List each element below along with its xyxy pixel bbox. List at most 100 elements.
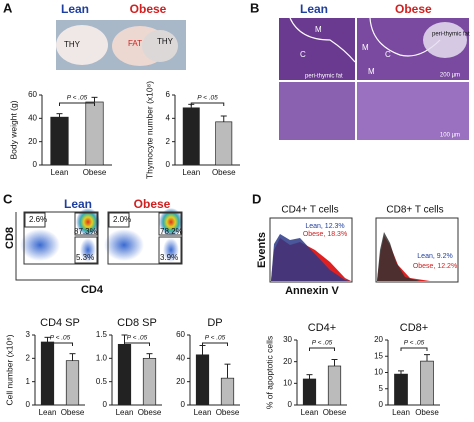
sig-label: P < .05 [50,335,71,342]
panel-label: A [3,0,13,15]
y-tick-label: 10 [374,368,383,377]
x-tick-label: Obese [83,168,107,177]
y-tick-label: 60 [176,330,185,339]
bar [85,101,104,166]
obese-label: Obese [134,197,171,211]
bar [327,365,342,406]
x-tick-label: Obese [212,168,236,177]
bar [65,360,80,406]
chart-title: CD8 SP [117,317,157,329]
bar [195,354,210,406]
x-tick-label: Obese [216,408,240,417]
x-tick-label: Obese [323,408,347,417]
photo-label: FAT [128,39,142,48]
thymus [56,25,108,65]
legend: Obese, 12.2% [413,263,457,270]
histology-label: M [368,67,375,76]
fat [423,22,467,58]
scale-label: 100 µm [440,133,460,139]
sig-bracket [202,342,228,346]
y-tick-label: 20 [28,137,37,146]
axis-label: Annexin V [285,285,339,297]
axis-label: CD8 [4,227,16,249]
axis-arrow [15,212,90,281]
bar [117,343,132,406]
y-tick-label: 40 [176,353,185,362]
bar [50,116,69,166]
histology [357,82,469,140]
y-tick-label: 6 [166,90,171,99]
gate-label: 2.0% [113,215,131,224]
lean-label: Lean [300,2,328,16]
y-tick-label: 15 [374,351,383,360]
lean-label: Lean [61,2,89,16]
chart-title: CD4+ [308,322,336,334]
bar [40,341,55,406]
chart-title: CD8+ [400,322,428,334]
y-tick-label: 1.0 [96,353,108,362]
gate-label: 2.6% [29,215,47,224]
y-tick-label: 2 [26,353,31,362]
sig-bracket [47,342,73,346]
y-tick-label: 1 [26,377,31,386]
y-tick-label: 4 [166,113,171,122]
bar [394,373,408,406]
histology-label: M [362,43,369,52]
hist-title: CD4+ T cells [281,205,338,216]
histogram [269,217,459,283]
gate-label: 5.3% [76,253,94,262]
bar [420,360,434,406]
hist-title: CD8+ T cells [386,205,443,216]
y-tick-label: 0 [33,160,38,169]
x-tick-label: Obese [415,408,439,417]
y-tick-label: 1.5 [96,330,108,339]
histology-label: M [315,25,322,34]
sig-label: P < .05 [404,340,425,347]
sig-bracket [190,102,225,106]
y-tick-label: 0.5 [96,377,108,386]
histology [279,82,355,140]
gate-label: 3.9% [160,253,178,262]
bar [215,121,233,166]
legend: Lean, 9.2% [417,253,452,260]
sig-bracket [400,347,428,351]
sig-bracket [59,102,95,106]
y-tick-label: 10 [283,378,292,387]
obese-label: Obese [395,2,432,16]
histology-label: peri-thymic fat [305,74,343,80]
y-axis-label: Cell number (x10⁶) [4,334,14,405]
y-tick-label: 0 [166,160,171,169]
bar [302,378,317,406]
flow-plot [104,208,183,265]
y-tick-label: 0 [379,400,384,409]
gate-label: 87.3% [74,227,97,236]
sig-label: P < .05 [205,335,226,342]
y-tick-label: 0 [181,400,186,409]
y-tick-label: 20 [374,335,383,344]
y-tick-label: 30 [283,335,292,344]
sig-bracket [309,347,335,351]
y-axis-label: Body weight (g) [8,100,18,159]
thymus [142,30,178,62]
x-tick-label: Lean [116,408,134,417]
y-tick-label: 40 [28,113,37,122]
histology-label: C [300,50,306,59]
sig-label: P < .05 [197,95,218,102]
bar [220,377,235,406]
axis-label: CD4 [81,284,104,296]
lean-label: Lean [64,197,92,211]
y-tick-label: 0 [26,400,31,409]
x-tick-label: Obese [61,408,85,417]
panel-label: D [252,191,261,206]
histology-label: C [385,50,391,59]
sig-label: P < .05 [127,335,148,342]
gate-label: 78.2% [160,227,183,236]
y-tick-label: 5 [379,384,384,393]
y-tick-label: 3 [26,330,31,339]
photo-label: THY [157,37,174,46]
panel-label: C [3,191,13,206]
y-tick-label: 0 [103,400,108,409]
scale-label: 200 µm [440,73,460,79]
x-tick-label: Lean [194,408,212,417]
x-tick-label: Lean [392,408,410,417]
